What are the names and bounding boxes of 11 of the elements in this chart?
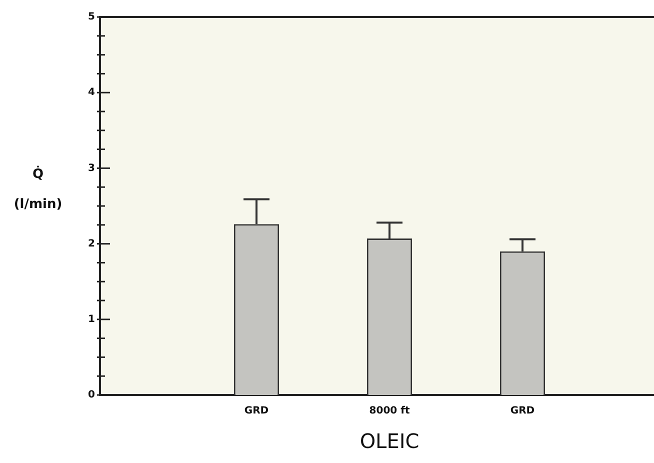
x-tick-label: GRD [244, 406, 269, 417]
y-tick-label: 2 [88, 238, 96, 250]
y-tick-label: 0 [88, 390, 96, 401]
y-tick-label: 1 [88, 314, 96, 325]
y-axis-title: Q̇ (l/min) [12, 164, 64, 214]
y-tick-label: 5 [88, 12, 96, 23]
x-tick-label: 8000 ft [369, 406, 410, 417]
x-tick-label: GRD [510, 406, 535, 417]
y-tick-label: 3 [88, 162, 96, 174]
y-tick-label: 4 [88, 87, 96, 98]
x-axis-title: OLEIC [360, 429, 420, 454]
